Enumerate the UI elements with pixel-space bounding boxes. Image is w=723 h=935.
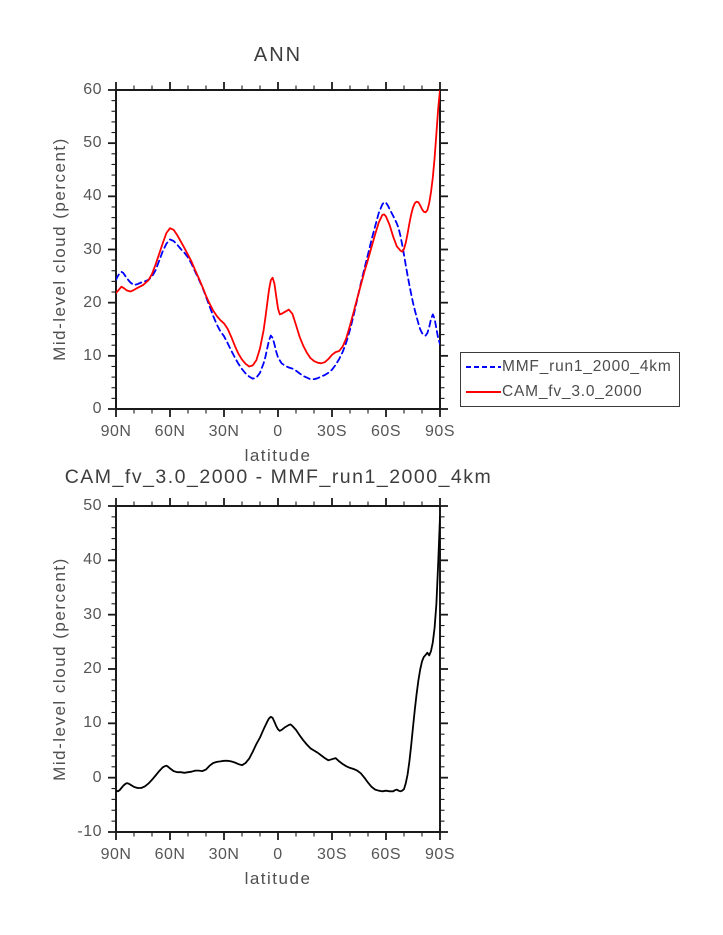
legend-item-cam: CAM_fv_3.0_2000 bbox=[466, 380, 677, 404]
ann-x-tick-label: 90S bbox=[425, 423, 455, 440]
diff-x-tick-label: 90S bbox=[425, 846, 455, 863]
diff-y-tick-label: 40 bbox=[83, 551, 102, 569]
diff-x-tick-label: 60S bbox=[371, 846, 401, 863]
ann-y-tick-label: 50 bbox=[83, 134, 102, 152]
diff-y-tick-label: 30 bbox=[83, 605, 102, 623]
legend-label-mmf: MMF_run1_2000_4km bbox=[502, 358, 672, 376]
diff-y-tick-label: 0 bbox=[92, 768, 102, 786]
legend-label-cam: CAM_fv_3.0_2000 bbox=[502, 382, 643, 400]
ann-chart-title: ANN bbox=[253, 44, 303, 66]
diff-x-axis-title: latitude bbox=[244, 869, 312, 888]
ann-y-tick-label: 20 bbox=[83, 293, 102, 311]
series-line-MMF_run1_2000_4km bbox=[116, 201, 440, 381]
diff-plot-frame bbox=[115, 505, 441, 833]
ann-x-tick-label: 30S bbox=[317, 423, 347, 440]
ann-y-tick-label: 30 bbox=[83, 240, 102, 258]
ann-y-tick-label: 60 bbox=[83, 81, 102, 98]
ann-y-tick-label: 0 bbox=[92, 400, 102, 417]
diff-y-tick-label: 10 bbox=[83, 714, 102, 732]
diff-x-tick-label: 0 bbox=[273, 846, 283, 863]
legend: MMF_run1_2000_4km CAM_fv_3.0_2000 bbox=[460, 352, 680, 407]
ann-y-tick-label: 40 bbox=[83, 187, 102, 205]
legend-item-mmf: MMF_run1_2000_4km bbox=[466, 355, 677, 379]
diff-x-tick-label: 90N bbox=[100, 846, 132, 863]
ann-x-tick-label: 60N bbox=[154, 423, 186, 440]
diff-x-tick-label: 60N bbox=[154, 846, 186, 863]
series-line-CAM_fv_3-0_2000-minus-MMF_run1_2000_4km bbox=[116, 516, 440, 793]
diff-chart-title: CAM_fv_3.0_2000 - MMF_run1_2000_4km bbox=[64, 466, 493, 488]
ann-series-group bbox=[116, 90, 440, 381]
ann-x-tick-label: 90N bbox=[100, 423, 132, 440]
ann-plot-frame bbox=[115, 89, 441, 410]
ann-x-axis-title: latitude bbox=[244, 446, 312, 465]
ann-x-tick-label: 0 bbox=[273, 423, 283, 440]
diff-series-group bbox=[116, 516, 440, 793]
diff-y-tick-label: 20 bbox=[83, 660, 102, 677]
cam-solid-line-swatch bbox=[466, 390, 501, 393]
ann-y-tick-label: 10 bbox=[83, 346, 102, 364]
series-line-CAM_fv_3-0_2000 bbox=[116, 90, 440, 368]
diff-x-tick-label: 30N bbox=[208, 846, 240, 863]
diff-y-tick-label: -10 bbox=[77, 823, 102, 840]
diff-y-tick-label: 50 bbox=[83, 497, 102, 514]
mmf-dashed-line-swatch bbox=[466, 366, 501, 369]
diff-x-tick-label: 30S bbox=[317, 846, 347, 863]
ann-x-tick-label: 30N bbox=[208, 423, 240, 440]
ann-x-tick-label: 60S bbox=[371, 423, 401, 440]
